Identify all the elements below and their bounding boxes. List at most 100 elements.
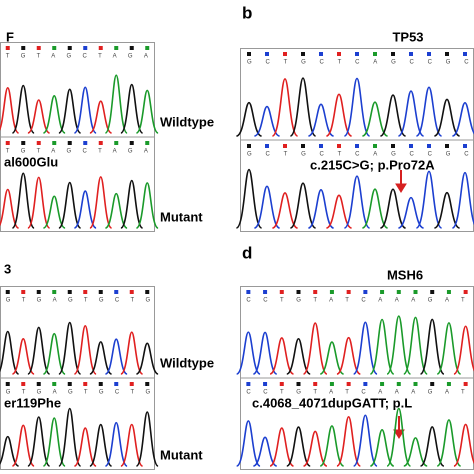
panel-title: TP53 — [392, 29, 423, 44]
base-call-marker — [52, 141, 57, 145]
base-call-marker — [346, 290, 351, 294]
base-call-marker — [21, 382, 26, 386]
base-call-marker — [313, 382, 318, 386]
base-call-marker — [36, 290, 41, 294]
base-call-marker — [380, 382, 385, 386]
base-call-marker — [446, 382, 451, 386]
base-call-marker — [446, 290, 451, 294]
trace-peak — [302, 322, 328, 375]
panel-title: F — [6, 29, 14, 44]
panel-title: 3 — [4, 261, 11, 276]
base-call-marker — [5, 141, 10, 145]
base-call-marker — [114, 382, 119, 386]
sequence-text: GCTGCTCAGCCGC — [247, 152, 474, 158]
base-call-marker — [355, 52, 359, 56]
trace-peak — [420, 426, 445, 467]
trace-peak — [336, 336, 361, 375]
base-call-marker — [373, 52, 377, 56]
trace-peak — [0, 87, 20, 134]
trace-peak — [272, 192, 298, 229]
base-call-marker — [363, 290, 368, 294]
trace-peak — [343, 175, 371, 229]
trace-peak — [308, 103, 334, 137]
trace-peak — [398, 196, 424, 229]
trace-peak — [235, 331, 261, 375]
trace-peak — [73, 86, 97, 134]
base-call-marker — [265, 52, 269, 56]
trace-peak — [352, 321, 378, 375]
base-call-marker — [413, 290, 418, 294]
base-call-marker — [83, 141, 88, 145]
base-call-marker — [319, 144, 323, 148]
trace-peak — [120, 179, 144, 229]
trace-peak — [303, 430, 328, 467]
base-call-marker — [391, 52, 395, 56]
trace-peak — [42, 332, 66, 375]
trace-peak — [453, 325, 474, 375]
base-call-marker — [67, 46, 72, 50]
base-call-marker — [246, 382, 251, 386]
trace-peak — [386, 407, 412, 467]
trace-peak — [397, 90, 425, 137]
trace-peak — [319, 341, 345, 375]
base-call-marker — [396, 382, 401, 386]
trace-peak — [0, 330, 20, 375]
base-call-marker — [98, 46, 103, 50]
base-call-marker — [355, 144, 359, 148]
base-call-marker — [263, 382, 268, 386]
base-call-marker — [67, 382, 72, 386]
base-call-marker — [98, 290, 103, 294]
base-call-marker — [5, 290, 10, 294]
base-call-marker — [329, 382, 334, 386]
trace-peak — [289, 77, 317, 137]
arrow — [393, 416, 405, 439]
base-call-marker — [67, 141, 72, 145]
base-call-marker — [283, 52, 287, 56]
trace-peak — [453, 423, 474, 467]
trace-peak — [42, 195, 66, 229]
base-call-marker — [430, 290, 435, 294]
sequence-text: TGTAGCTAGA — [6, 54, 159, 60]
trace-peak — [235, 420, 261, 467]
base-call-marker — [246, 290, 251, 294]
trace-peak — [58, 407, 82, 467]
base-call-marker — [129, 382, 134, 386]
base-call-marker — [36, 46, 41, 50]
trace-peak — [11, 172, 35, 229]
trace-peak — [269, 427, 294, 467]
trace-peak — [286, 337, 311, 375]
base-call-marker — [445, 144, 449, 148]
trace-peak — [386, 315, 412, 375]
trace-peak — [73, 190, 97, 229]
trace-peak — [253, 436, 278, 467]
base-call-marker — [373, 144, 377, 148]
base-call-marker — [98, 141, 103, 145]
trace-peak — [120, 331, 144, 375]
base-call-marker — [129, 46, 134, 50]
base-call-marker — [5, 382, 10, 386]
base-call-marker — [363, 382, 368, 386]
base-call-marker — [463, 52, 467, 56]
base-call-marker — [283, 144, 287, 148]
sequence-text: GTGAGTGCTG — [6, 298, 162, 304]
base-call-marker — [409, 144, 413, 148]
sequence-text: GCTGCTCAGCCGC — [247, 60, 474, 66]
trace-label: Mutant — [160, 447, 203, 462]
trace-peak — [136, 342, 159, 375]
trace-peak — [254, 105, 280, 137]
base-call-marker — [427, 52, 431, 56]
base-call-marker — [247, 144, 251, 148]
trace-peak — [434, 98, 460, 137]
base-call-marker — [463, 290, 468, 294]
base-call-marker — [21, 141, 26, 145]
trace-peak — [352, 414, 378, 467]
sequence-text: CCTGTATCAAAGAT — [246, 390, 474, 396]
trace-peak — [135, 89, 159, 134]
trace-peak — [319, 425, 345, 467]
trace-peak — [120, 423, 144, 467]
sequence-text: CCTGTATCAAAGAT — [246, 298, 474, 304]
base-call-marker — [21, 46, 26, 50]
trace-peak — [0, 435, 19, 467]
base-call-marker — [145, 141, 150, 145]
base-call-marker — [36, 141, 41, 145]
